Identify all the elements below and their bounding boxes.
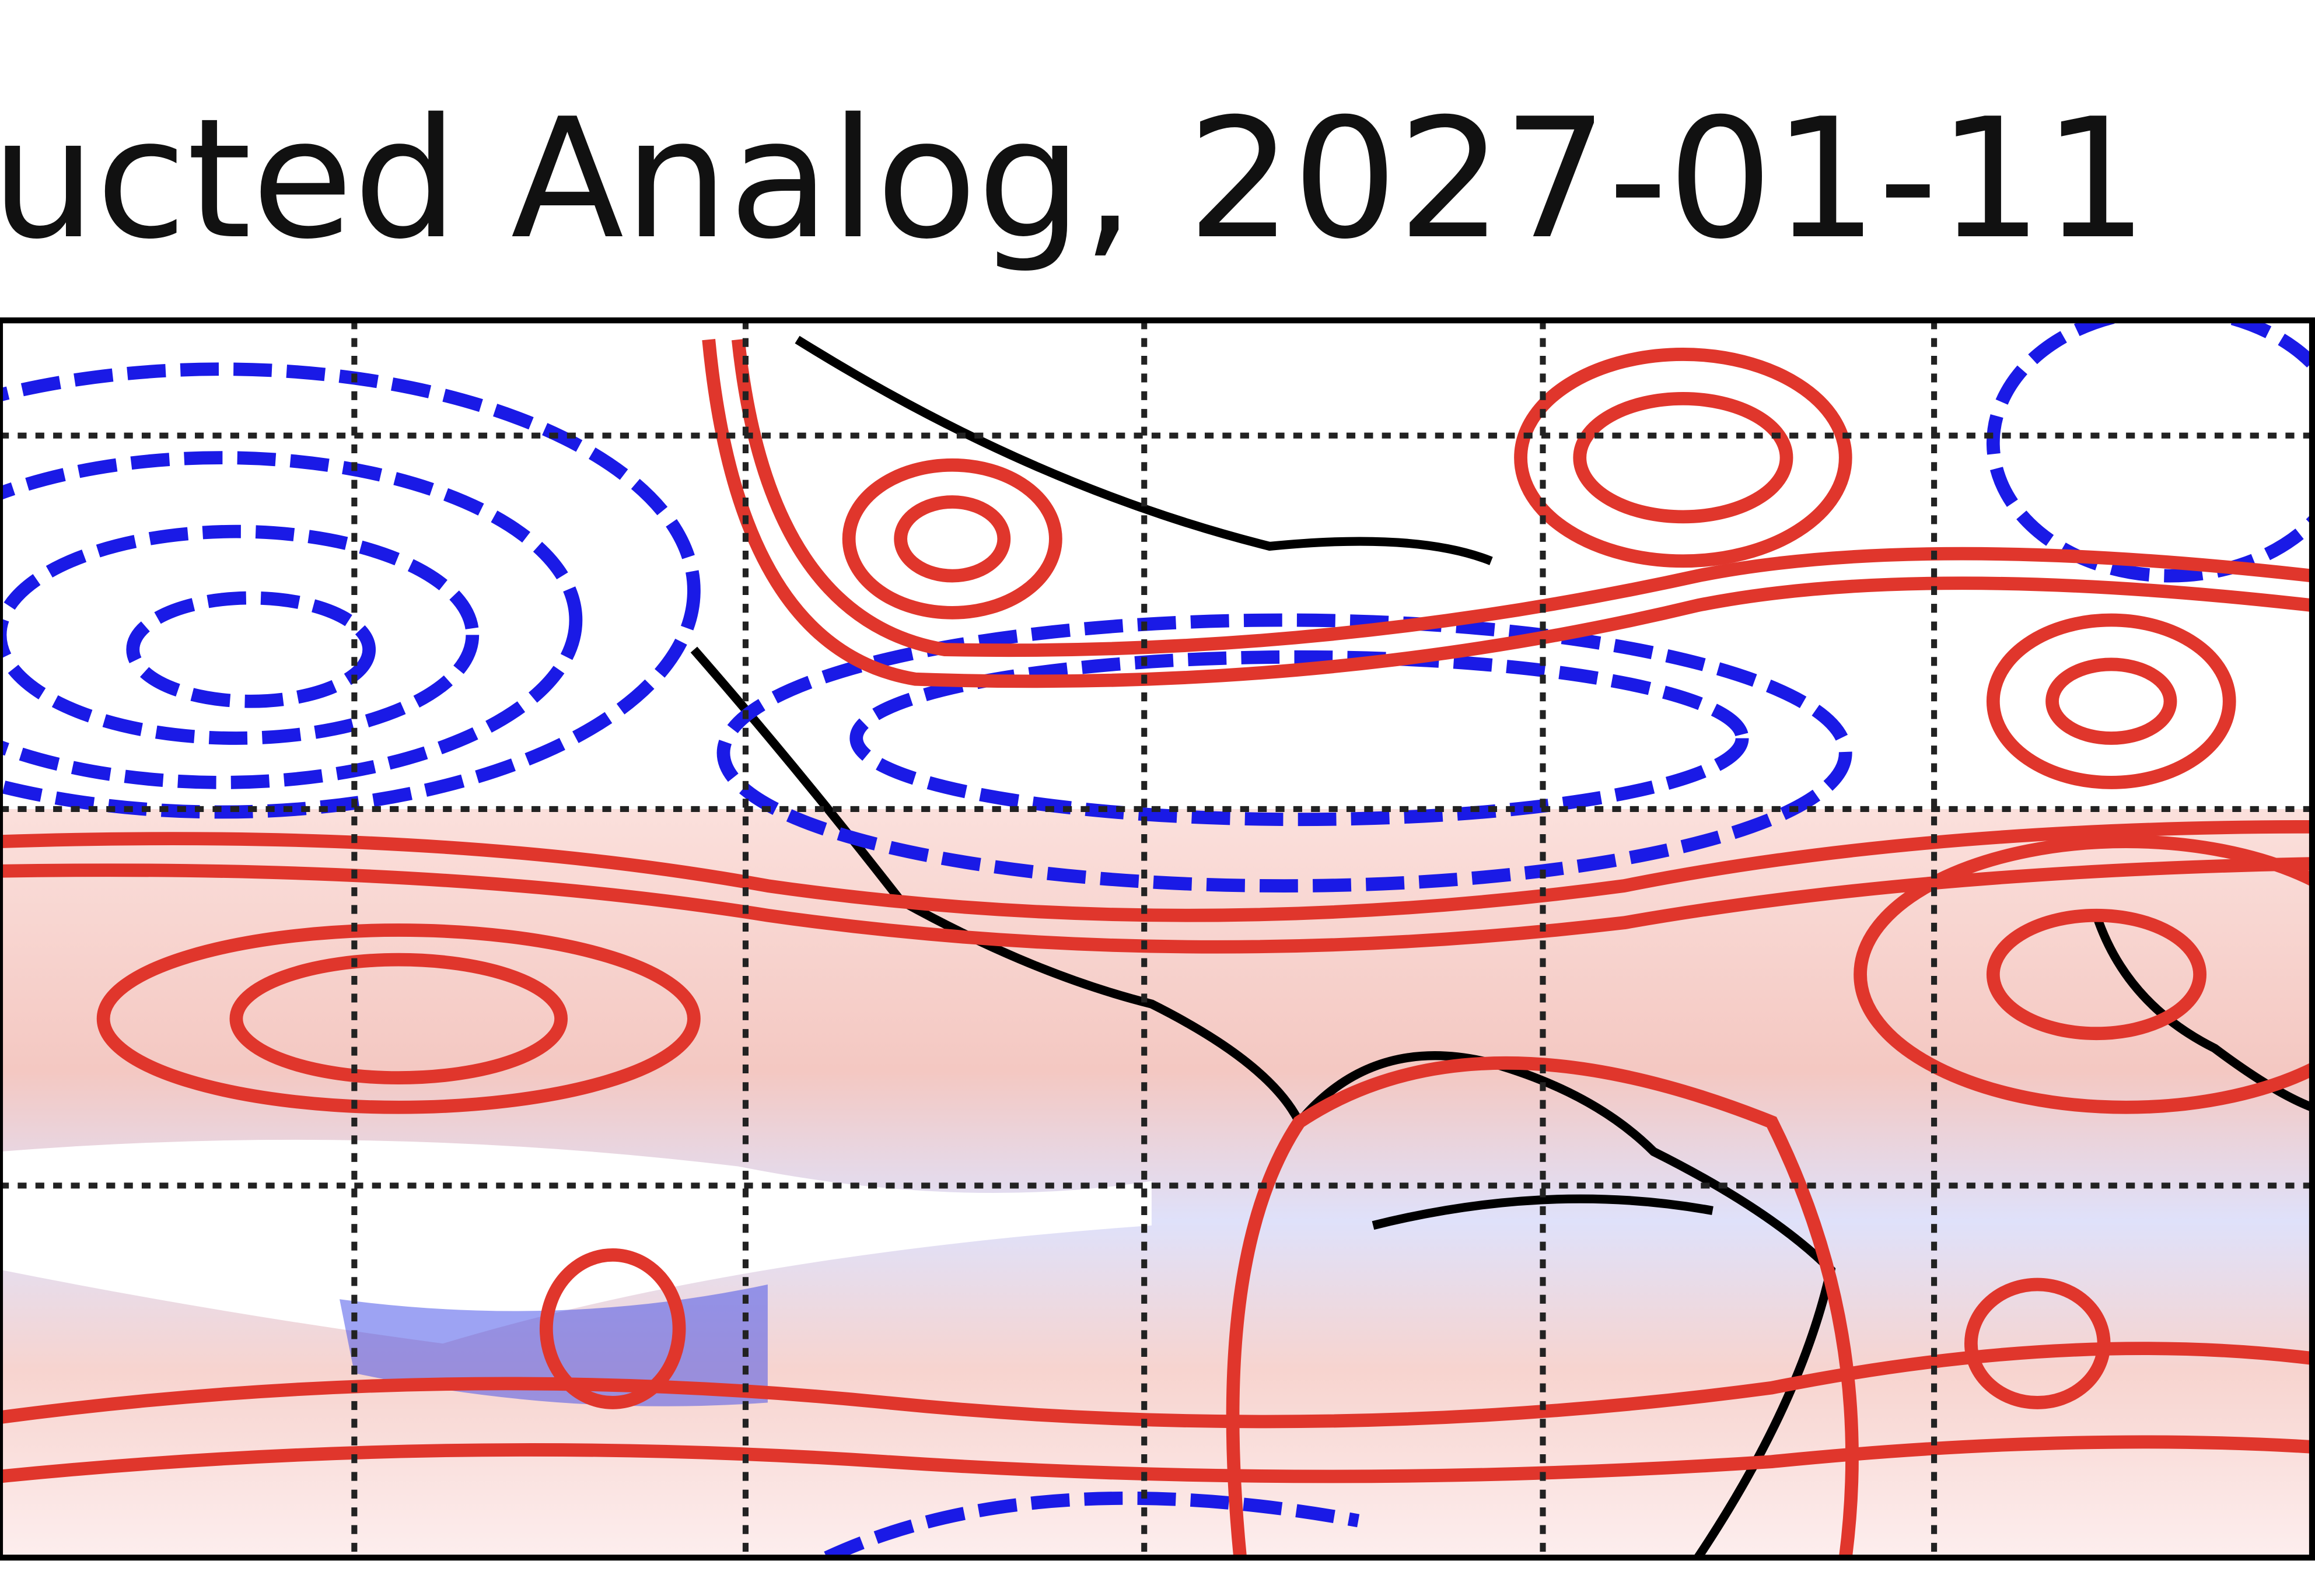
graticule (0, 320, 2312, 1558)
map-frame (0, 317, 2315, 1561)
red-contours (0, 338, 2312, 1558)
shading-white (0, 1139, 1152, 1344)
map-title: ucted Analog, 2027-01-11 (0, 83, 2148, 275)
map-panel (0, 320, 2312, 1558)
